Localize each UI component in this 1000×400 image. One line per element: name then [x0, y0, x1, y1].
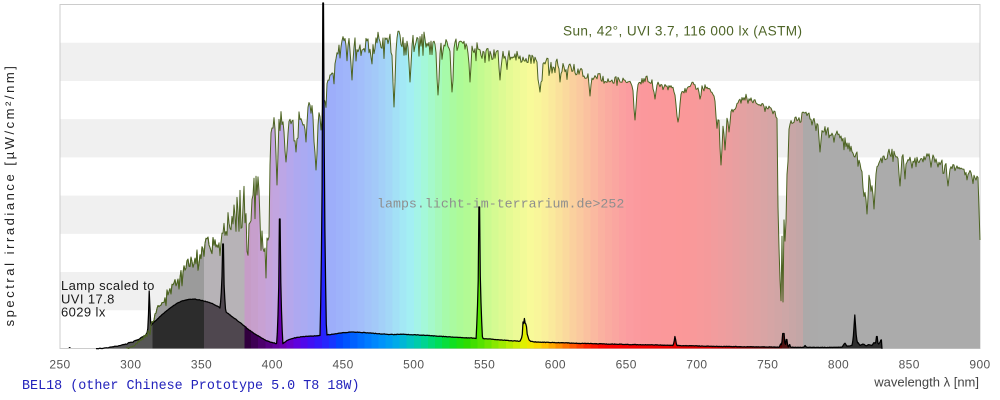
svg-text:750: 750	[757, 358, 778, 372]
svg-text:wavelength λ [nm]: wavelength λ [nm]	[873, 374, 979, 389]
svg-text:900: 900	[969, 358, 990, 372]
svg-text:350: 350	[191, 358, 212, 372]
svg-text:400: 400	[262, 358, 283, 372]
svg-text:550: 550	[474, 358, 495, 372]
svg-text:Lamp scaled to: Lamp scaled to	[61, 278, 155, 293]
svg-text:800: 800	[828, 358, 849, 372]
svg-text:700: 700	[686, 358, 707, 372]
svg-text:6029 lx: 6029 lx	[61, 305, 106, 320]
svg-text:500: 500	[403, 358, 424, 372]
svg-text:600: 600	[545, 358, 566, 372]
svg-text:spectral irradiance [µW/cm²/nm: spectral irradiance [µW/cm²/nm]	[2, 64, 17, 327]
svg-text:300: 300	[120, 358, 141, 372]
svg-text:Sun, 42°, UVI 3.7, 116 000 lx: Sun, 42°, UVI 3.7, 116 000 lx (ASTM)	[563, 24, 802, 39]
svg-text:650: 650	[616, 358, 637, 372]
svg-text:UVI 17.8: UVI 17.8	[61, 291, 115, 306]
svg-text:lamps.licht-im-terrarium.de>25: lamps.licht-im-terrarium.de>252	[377, 196, 624, 211]
svg-text:BEL18 (other Chinese Prototype: BEL18 (other Chinese Prototype 5.0 T8 18…	[22, 379, 360, 394]
svg-text:450: 450	[332, 358, 353, 372]
svg-text:850: 850	[899, 358, 920, 372]
svg-text:250: 250	[49, 358, 70, 372]
